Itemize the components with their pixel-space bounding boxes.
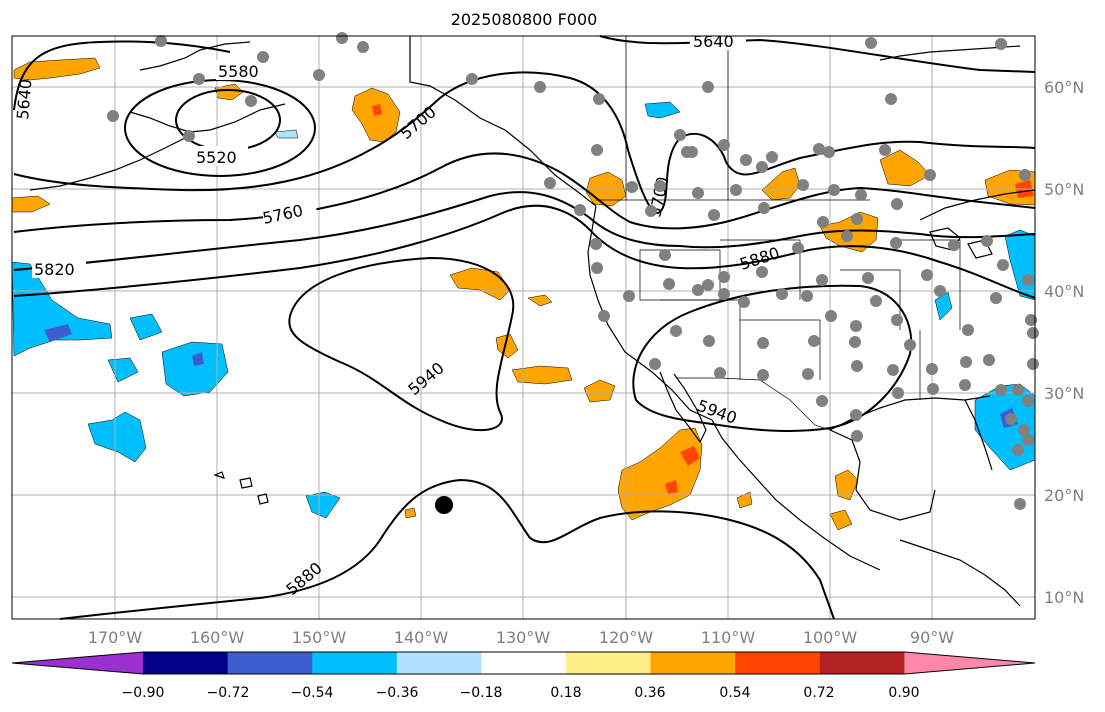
colorbar	[11, 651, 1036, 675]
colorbar-outline	[11, 651, 1036, 675]
colorbar-tick: 0.54	[719, 685, 750, 701]
patch-blue-6	[305, 491, 341, 519]
lat-tick: 60°N	[1044, 78, 1084, 97]
patch-red-4	[372, 104, 382, 116]
patch-orange-5	[449, 267, 511, 301]
patch-indigo-2	[192, 352, 204, 366]
lon-tick: 100°W	[803, 628, 858, 647]
map-title: 2025080800 F000	[450, 10, 598, 29]
contour-5820	[13, 191, 1036, 271]
colorbar-tick: 0.18	[550, 685, 581, 701]
contour-label: 5640	[693, 32, 734, 51]
contour-labels: 5640 5580 5520 5700 5760 5820 5880 5940 …	[13, 30, 782, 599]
latitude-ticks: 60°N 50°N 40°N 30°N 20°N 10°N	[1044, 78, 1084, 607]
map-frame	[11, 35, 1036, 620]
storm-marker	[435, 496, 453, 514]
contour-label: 5580	[218, 62, 259, 81]
lon-tick: 90°W	[910, 628, 954, 647]
patch-orange-6	[527, 294, 553, 307]
contour-5760	[13, 152, 1036, 233]
contour-5940-closed	[288, 256, 515, 432]
contour-label: 5640	[13, 78, 35, 120]
patch-blue-4	[161, 341, 229, 397]
coastlines	[29, 36, 1036, 607]
contour-label: 5520	[196, 148, 237, 167]
patch-orange-18	[404, 507, 417, 519]
patch-orange-19	[736, 491, 753, 509]
colorbar-tick: −0.18	[460, 685, 503, 701]
colorbar-tick: 0.72	[803, 685, 834, 701]
lat-tick: 20°N	[1044, 486, 1084, 505]
patch-orange-16	[834, 469, 859, 501]
contour-5640-north	[599, 35, 1036, 73]
patch-blue-7	[644, 101, 681, 119]
graticule	[12, 36, 1035, 619]
lon-tick: 140°W	[394, 628, 449, 647]
colorbar-tick: 0.36	[634, 685, 665, 701]
colorbar-tick: −0.36	[376, 685, 419, 701]
lon-tick: 160°W	[190, 628, 245, 647]
colorbar-segment	[143, 652, 229, 674]
patch-blue-2	[129, 313, 163, 341]
contour-5880-south	[59, 478, 835, 620]
colorbar-extend-low	[12, 652, 143, 674]
colorbar-tick: −0.54	[291, 685, 334, 701]
colorbar-segment	[819, 652, 905, 674]
lat-tick: 50°N	[1044, 180, 1084, 199]
station-dots	[107, 32, 1039, 510]
colorbar-tick: −0.90	[122, 685, 165, 701]
lat-tick: 30°N	[1044, 384, 1084, 403]
height-contours	[13, 35, 1036, 620]
patch-indigo-1	[44, 324, 72, 342]
colorbar-ticks: −0.90 −0.72 −0.54 −0.36 −0.18 0.18 0.36 …	[122, 685, 920, 701]
contour-5880-north	[13, 204, 1036, 299]
patch-blue-5	[87, 411, 147, 463]
patch-orange-10	[617, 427, 703, 521]
colorbar-tick: −0.72	[207, 685, 250, 701]
contour-label: 5820	[34, 260, 75, 279]
colorbar-segment	[396, 652, 482, 674]
patch-blue-1	[11, 261, 113, 357]
lon-tick: 120°W	[599, 628, 654, 647]
patch-lightblue-1	[274, 129, 299, 139]
colorbar-segment	[650, 652, 736, 674]
lon-tick: 170°W	[88, 628, 143, 647]
colorbar-segment	[481, 652, 567, 674]
contour-5640-arc	[13, 40, 231, 111]
lat-tick: 10°N	[1044, 588, 1084, 607]
patch-orange-17	[829, 509, 853, 531]
colorbar-tick: 0.90	[888, 685, 919, 701]
lon-tick: 110°W	[701, 628, 756, 647]
colorbar-extend-high	[904, 652, 1035, 674]
lat-tick: 40°N	[1044, 282, 1084, 301]
longitude-ticks: 170°W 160°W 150°W 140°W 130°W 120°W 110°…	[88, 628, 954, 647]
lon-tick: 150°W	[292, 628, 347, 647]
lon-tick: 130°W	[496, 628, 551, 647]
colorbar-segment	[566, 652, 652, 674]
patch-orange-8	[511, 365, 573, 385]
patch-red-2	[665, 480, 678, 494]
colorbar-segment	[227, 652, 313, 674]
colorbar-segment	[735, 652, 821, 674]
patch-red-1	[680, 446, 700, 466]
political-borders	[596, 36, 961, 431]
colorbar-segment	[312, 652, 398, 674]
